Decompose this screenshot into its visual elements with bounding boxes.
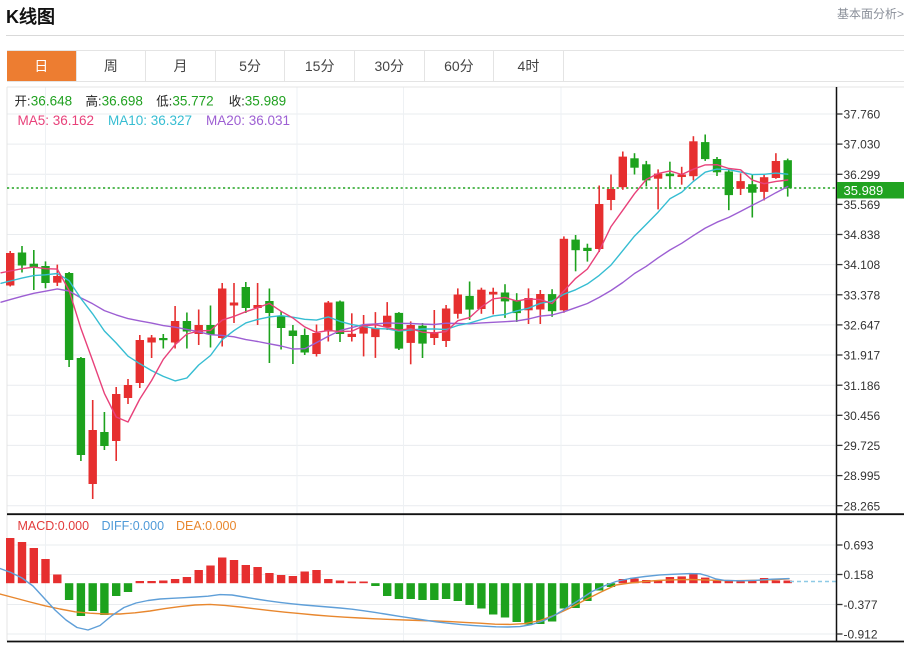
- svg-text:37.030: 37.030: [844, 138, 881, 152]
- svg-text:31.917: 31.917: [844, 349, 881, 363]
- svg-text:MA10: 36.327: MA10: 36.327: [108, 113, 192, 128]
- svg-text:MA5: 36.162: MA5: 36.162: [18, 113, 95, 128]
- svg-text:35.569: 35.569: [844, 198, 881, 212]
- svg-text:28.265: 28.265: [844, 499, 881, 513]
- svg-text:32.647: 32.647: [844, 319, 881, 333]
- svg-text:开:: 开:: [15, 95, 31, 109]
- svg-text:高:: 高:: [86, 94, 102, 109]
- svg-text:DIFF:0.000: DIFF:0.000: [102, 519, 165, 533]
- svg-text:37.760: 37.760: [844, 108, 881, 122]
- svg-text:36.648: 36.648: [31, 94, 72, 109]
- svg-text:0.693: 0.693: [844, 539, 874, 553]
- svg-text:33.378: 33.378: [844, 288, 881, 302]
- svg-text:0.158: 0.158: [844, 568, 874, 582]
- svg-text:-0.912: -0.912: [844, 628, 878, 642]
- svg-text:收:: 收:: [229, 95, 245, 109]
- svg-text:低:: 低:: [156, 95, 172, 109]
- svg-text:34.108: 34.108: [844, 258, 881, 272]
- svg-text:35.989: 35.989: [245, 94, 286, 109]
- svg-text:MACD:0.000: MACD:0.000: [18, 519, 90, 533]
- svg-text:30.456: 30.456: [844, 409, 881, 423]
- svg-text:28.995: 28.995: [844, 469, 881, 483]
- svg-text:29.725: 29.725: [844, 439, 881, 453]
- svg-text:35.989: 35.989: [844, 183, 884, 198]
- svg-text:34.838: 34.838: [844, 228, 881, 242]
- svg-text:-0.377: -0.377: [844, 598, 878, 612]
- svg-text:36.299: 36.299: [844, 168, 881, 182]
- svg-text:31.186: 31.186: [844, 379, 881, 393]
- svg-text:MA20: 36.031: MA20: 36.031: [206, 113, 290, 128]
- svg-text:DEA:0.000: DEA:0.000: [176, 519, 237, 533]
- svg-text:36.698: 36.698: [102, 94, 143, 109]
- svg-text:35.772: 35.772: [172, 94, 213, 109]
